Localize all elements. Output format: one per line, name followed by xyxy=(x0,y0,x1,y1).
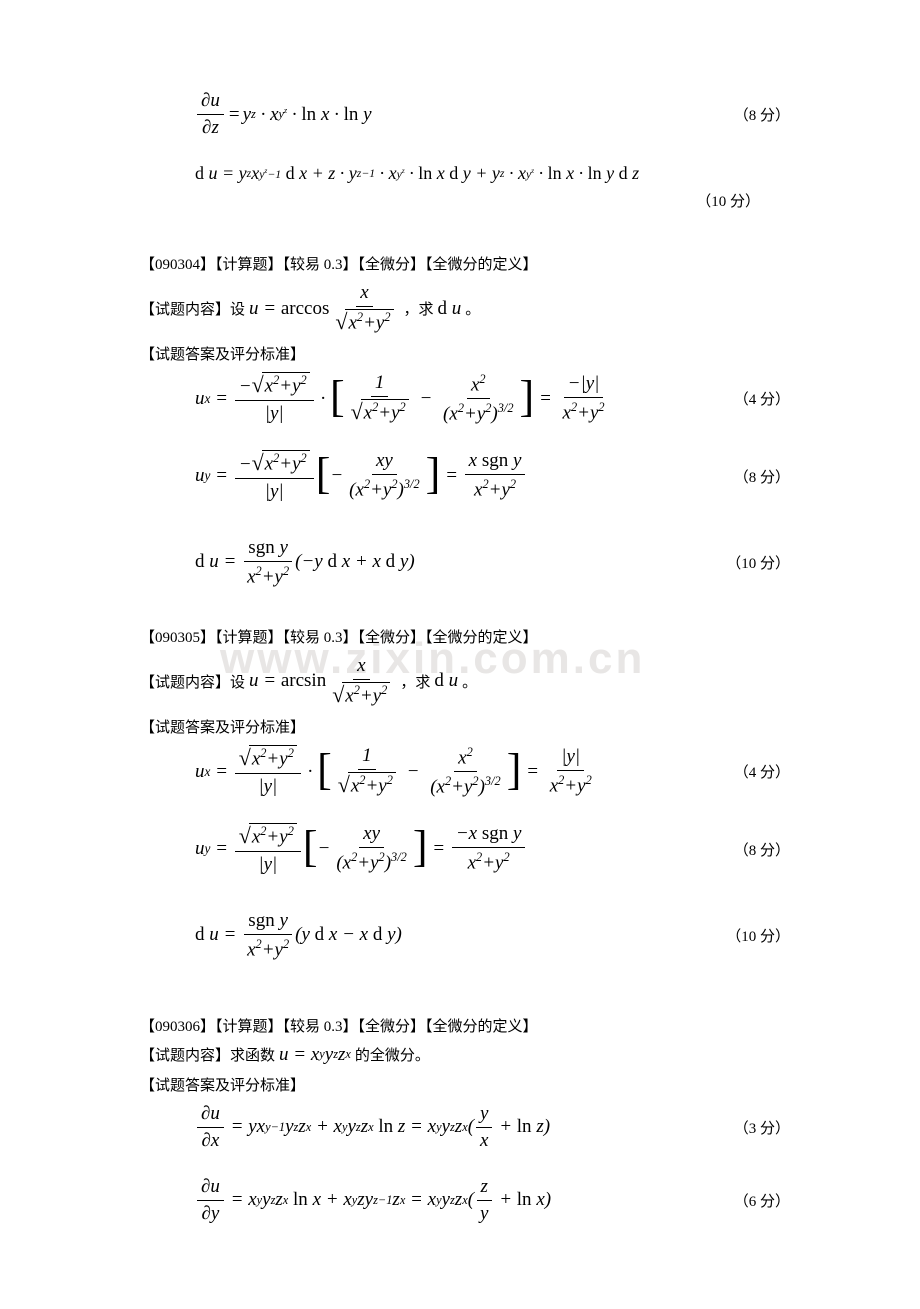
intro-eq1: ∂u∂z = yz · xyz · ln x · ln y （8 分） xyxy=(195,90,800,139)
p090306-dux: ∂u∂x = yxy−1yzzx + xyyzzx ln z = xyyzzx(… xyxy=(195,1103,800,1152)
p090306-answer-header: 【试题答案及评分标准】 xyxy=(140,1074,800,1095)
p090306-dux-score: （3 分） xyxy=(734,1117,790,1138)
p090304-answer-header: 【试题答案及评分标准】 xyxy=(140,343,800,364)
stem-suffix2: 。 xyxy=(465,298,480,319)
p090306-stem: 【试题内容】求函数 u = xyyzzx 的全微分。 xyxy=(140,1044,800,1066)
stem-prefix: 【试题内容】设 xyxy=(140,298,245,319)
p090305-uy-score: （8 分） xyxy=(734,839,790,860)
intro-eq2: d u = yzxyz−1 d x + z · yz−1 · xyz · ln … xyxy=(195,163,800,184)
intro-eq1-score: （8 分） xyxy=(734,104,790,125)
stem-suffix1: ，求 xyxy=(400,671,430,692)
p090304-ux-score: （4 分） xyxy=(734,388,790,409)
p090304-ux: ux = −√x2+y2 |y| · [ 1√x2+y2 − x2(x2+y2)… xyxy=(195,372,800,426)
p090304-uy: uy = −√x2+y2 |y| [ −xy(x2+y2)3/2 ] = x s… xyxy=(195,450,800,503)
p090305-du: d u = sgn yx2+y2 (y d x − x d y) （10 分） xyxy=(195,910,800,961)
stem-suffix1: ，求 xyxy=(404,298,434,319)
p090304-du: d u = sgn yx2+y2 (−y d x + x d y) （10 分） xyxy=(195,537,800,588)
p090305-ux: ux = √x2+y2 |y| · [ 1√x2+y2 − x2(x2+y2)3… xyxy=(195,745,800,799)
p090306-duy: ∂u∂y = xyyzzx ln x + xyzyz−1zx = xyyzzx(… xyxy=(195,1176,800,1225)
p090305-ux-score: （4 分） xyxy=(734,761,790,782)
p090305-answer-header: 【试题答案及评分标准】 xyxy=(140,716,800,737)
stem-prefix: 【试题内容】设 xyxy=(140,671,245,692)
p090304-stem: 【试题内容】设 u = arccos x √x2+y2 ，求 d u 。 xyxy=(140,282,800,335)
stem-suffix2: 。 xyxy=(462,671,477,692)
p090305-header: 【090305】【计算题】【较易 0.3】【全微分】【全微分的定义】 xyxy=(140,626,800,647)
p090305-uy: uy = √x2+y2 |y| [ −xy(x2+y2)3/2 ] = −x s… xyxy=(195,823,800,876)
p090306-header: 【090306】【计算题】【较易 0.3】【全微分】【全微分的定义】 xyxy=(140,1015,800,1036)
stem-prefix: 【试题内容】求函数 xyxy=(140,1044,275,1065)
p090304-uy-score: （8 分） xyxy=(734,466,790,487)
p090304-du-score: （10 分） xyxy=(726,552,790,573)
p090305-du-score: （10 分） xyxy=(726,925,790,946)
p090304-header: 【090304】【计算题】【较易 0.3】【全微分】【全微分的定义】 xyxy=(140,253,800,274)
stem-suffix: 的全微分。 xyxy=(355,1044,430,1065)
p090305-stem: 【试题内容】设 u = arcsin x √x2+y2 ，求 d u 。 xyxy=(140,655,800,708)
p090306-duy-score: （6 分） xyxy=(734,1190,790,1211)
intro-eq2-score: （10 分） xyxy=(140,190,800,211)
